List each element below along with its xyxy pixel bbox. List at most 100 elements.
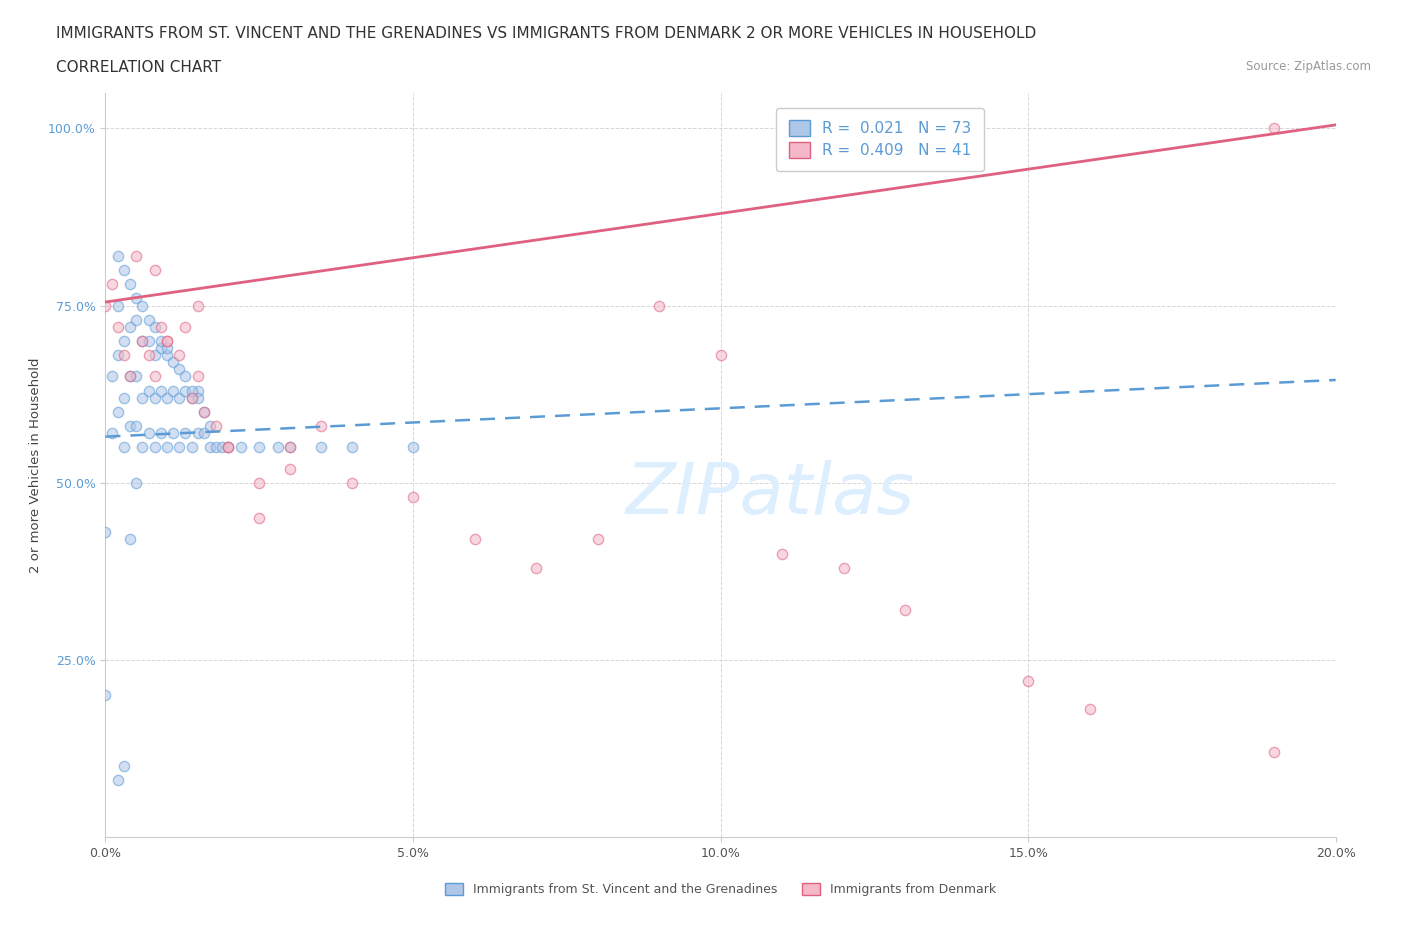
Point <box>125 418 148 433</box>
Point <box>156 334 179 349</box>
Point <box>156 348 179 363</box>
Point <box>120 277 141 292</box>
Point <box>149 426 172 441</box>
Legend: Immigrants from St. Vincent and the Grenadines, Immigrants from Denmark: Immigrants from St. Vincent and the Gren… <box>440 878 1001 901</box>
Point <box>94 299 117 313</box>
Point <box>187 299 209 313</box>
Point <box>100 426 122 441</box>
Point <box>112 391 135 405</box>
Point <box>402 440 425 455</box>
Point <box>648 299 671 313</box>
Point <box>278 440 301 455</box>
Point <box>120 369 141 384</box>
Point <box>149 340 172 355</box>
Point <box>120 319 141 334</box>
Point <box>112 262 135 277</box>
Point <box>218 440 240 455</box>
Point <box>198 440 221 455</box>
Point <box>832 560 855 575</box>
Text: ZIPatlas: ZIPatlas <box>626 460 914 529</box>
Point <box>180 391 202 405</box>
Point <box>107 299 129 313</box>
Point <box>180 391 202 405</box>
Point <box>143 391 166 405</box>
Point <box>112 334 135 349</box>
Point <box>138 383 160 398</box>
Point <box>156 340 179 355</box>
Point <box>1017 673 1039 688</box>
Point <box>125 248 148 263</box>
Point <box>586 532 609 547</box>
Point <box>193 405 215 419</box>
Point <box>107 348 129 363</box>
Point <box>1263 745 1285 760</box>
Point <box>187 426 209 441</box>
Point <box>162 355 184 370</box>
Point <box>402 489 425 504</box>
Point <box>156 391 179 405</box>
Point <box>131 440 153 455</box>
Point <box>464 532 486 547</box>
Point <box>120 532 141 547</box>
Point <box>193 426 215 441</box>
Point <box>169 391 191 405</box>
Point <box>100 277 122 292</box>
Point <box>169 348 191 363</box>
Point <box>162 383 184 398</box>
Point <box>100 369 122 384</box>
Point <box>120 369 141 384</box>
Point <box>1078 702 1101 717</box>
Point <box>340 440 363 455</box>
Point <box>156 440 179 455</box>
Point <box>211 440 233 455</box>
Point <box>770 546 793 561</box>
Point <box>125 369 148 384</box>
Point <box>143 319 166 334</box>
Point <box>143 440 166 455</box>
Point <box>162 426 184 441</box>
Point <box>218 440 240 455</box>
Point <box>107 773 129 788</box>
Point <box>1263 121 1285 136</box>
Point <box>125 475 148 490</box>
Point <box>143 262 166 277</box>
Point <box>138 348 160 363</box>
Point <box>107 319 129 334</box>
Point <box>174 319 197 334</box>
Point <box>174 369 197 384</box>
Point <box>107 248 129 263</box>
Point <box>247 440 270 455</box>
Point <box>149 383 172 398</box>
Point <box>107 405 129 419</box>
Point <box>180 383 202 398</box>
Point <box>187 391 209 405</box>
Point <box>894 603 917 618</box>
Point <box>149 334 172 349</box>
Point <box>278 461 301 476</box>
Point <box>187 383 209 398</box>
Text: CORRELATION CHART: CORRELATION CHART <box>56 60 221 75</box>
Point <box>340 475 363 490</box>
Point <box>131 334 153 349</box>
Point <box>125 291 148 306</box>
Point <box>524 560 547 575</box>
Point <box>710 348 733 363</box>
Point <box>94 688 117 703</box>
Point <box>267 440 290 455</box>
Point <box>169 362 191 377</box>
Point <box>125 312 148 327</box>
Point <box>156 334 179 349</box>
Point <box>131 299 153 313</box>
Point <box>205 440 228 455</box>
Point <box>180 440 202 455</box>
Point <box>174 383 197 398</box>
Point <box>187 369 209 384</box>
Point <box>169 440 191 455</box>
Point <box>198 418 221 433</box>
Point <box>131 391 153 405</box>
Point <box>278 440 301 455</box>
Y-axis label: 2 or more Vehicles in Household: 2 or more Vehicles in Household <box>30 357 42 573</box>
Point <box>174 426 197 441</box>
Point <box>205 418 228 433</box>
Point <box>229 440 252 455</box>
